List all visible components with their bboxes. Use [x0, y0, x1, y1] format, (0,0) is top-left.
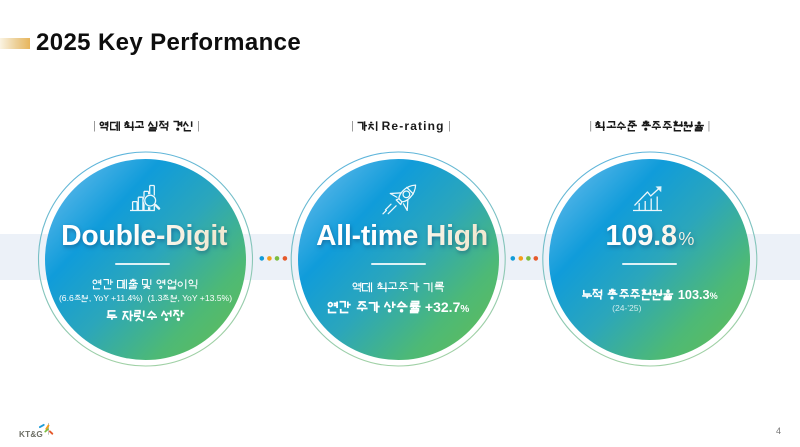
svg-text:KT&G: KT&G	[19, 430, 43, 439]
